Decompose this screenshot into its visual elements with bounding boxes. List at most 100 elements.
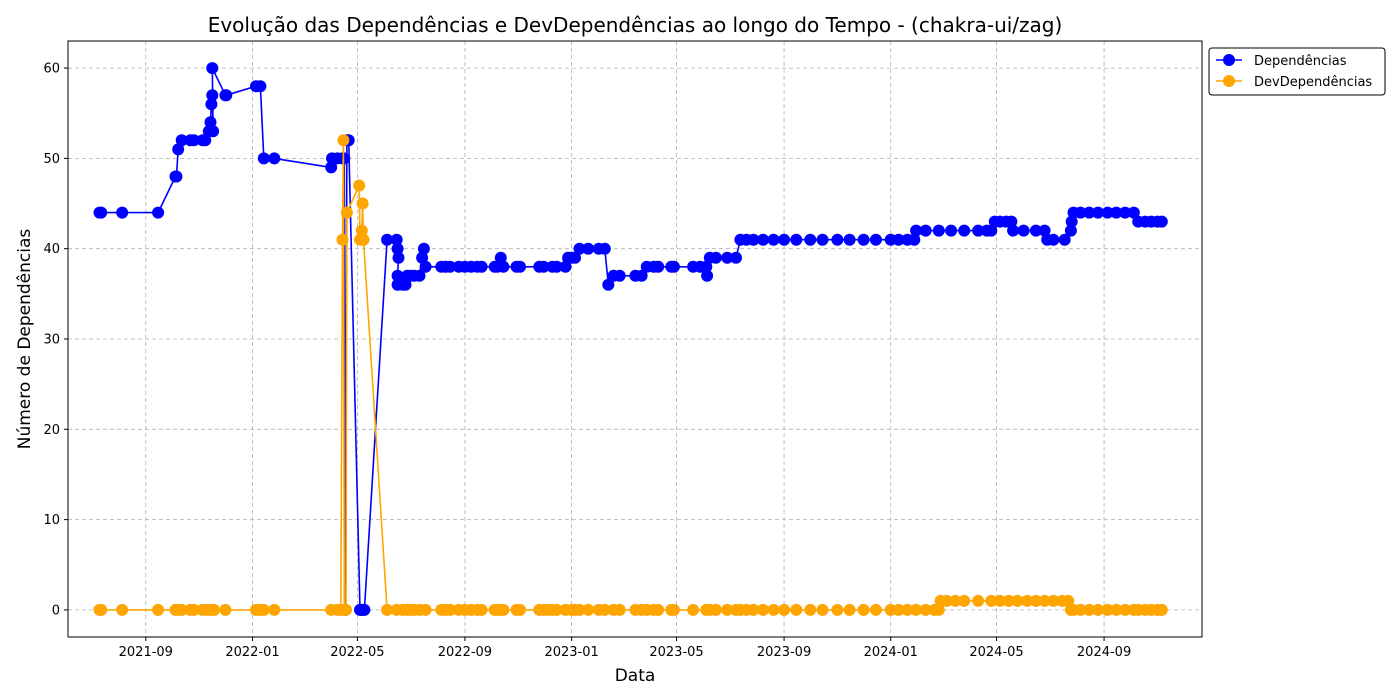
data-point-dependencias — [514, 260, 526, 273]
data-point-dependencias — [869, 233, 882, 246]
data-point-dependencias — [569, 251, 582, 264]
data-point-devdependencias — [613, 603, 626, 616]
data-point-dependencias — [1029, 224, 1042, 237]
data-point-dependencias — [550, 260, 563, 273]
data-point-dependencias — [399, 278, 412, 291]
data-point-dependencias — [1110, 206, 1123, 219]
series-dependencias — [93, 62, 1168, 616]
data-point-devdependencias — [709, 603, 722, 616]
data-point-devdependencias — [582, 603, 595, 616]
data-point-dependencias — [417, 242, 430, 255]
data-point-dependencias — [767, 233, 780, 246]
data-point-devdependencias — [747, 603, 760, 616]
data-point-dependencias — [843, 233, 856, 246]
data-point-dependencias — [413, 269, 426, 282]
data-point-dependencias — [559, 260, 572, 273]
data-point-dependencias — [444, 260, 457, 273]
data-point-dependencias — [419, 260, 432, 273]
data-point-devdependencias — [901, 603, 914, 616]
data-point-devdependencias — [721, 603, 734, 616]
data-point-devdependencias — [767, 603, 780, 616]
data-point-dependencias — [1007, 224, 1020, 237]
legend-label-dependencias: Dependências — [1254, 54, 1347, 69]
data-point-devdependencias — [598, 603, 611, 616]
data-point-devdependencias — [949, 594, 962, 607]
data-point-dependencias — [199, 134, 212, 147]
series-layer — [93, 62, 1168, 616]
data-point-devdependencias — [667, 603, 680, 616]
data-point-dependencias — [804, 233, 817, 246]
data-point-devdependencias — [1119, 603, 1132, 616]
data-point-dependencias — [1092, 206, 1104, 219]
data-point-devdependencias — [857, 603, 870, 616]
data-point-dependencias — [358, 603, 371, 616]
data-point-dependencias — [152, 206, 165, 219]
x-tick-label: 2022-05 — [330, 645, 384, 660]
data-point-dependencias — [1101, 206, 1114, 219]
y-tick-label: 60 — [43, 62, 60, 77]
data-point-dependencias — [1038, 224, 1051, 237]
data-point-dependencias — [1155, 215, 1168, 228]
x-axis-label: Data — [615, 666, 656, 686]
data-point-dependencias — [573, 242, 586, 255]
data-point-devdependencias — [152, 603, 165, 616]
data-point-dependencias — [206, 89, 219, 102]
data-point-dependencias — [254, 80, 267, 93]
data-point-dependencias — [1005, 215, 1018, 228]
data-point-devdependencias — [1038, 594, 1051, 607]
x-tick-label: 2024-09 — [1077, 645, 1131, 660]
data-point-dependencias — [1017, 224, 1030, 237]
data-point-dependencias — [598, 242, 611, 255]
data-point-dependencias — [207, 125, 220, 138]
x-tick-label: 2023-05 — [649, 645, 703, 660]
y-axis-label: Número de Dependências — [15, 229, 35, 450]
data-point-dependencias — [721, 251, 734, 264]
data-point-devdependencias — [1047, 594, 1060, 607]
data-point-dependencias — [908, 233, 921, 246]
data-point-dependencias — [709, 251, 722, 264]
data-point-devdependencias — [208, 603, 220, 616]
y-tick-label: 50 — [43, 152, 60, 167]
data-point-devdependencias — [1155, 603, 1168, 616]
data-point-dependencias — [1047, 233, 1060, 246]
data-point-dependencias — [919, 224, 932, 237]
data-point-dependencias — [701, 269, 714, 282]
data-point-dependencias — [537, 260, 550, 273]
x-tick-label: 2023-09 — [757, 645, 811, 660]
data-point-dependencias — [582, 242, 595, 255]
data-point-dependencias — [497, 260, 510, 273]
legend: Dependências DevDependências — [1208, 47, 1386, 96]
data-point-dependencias — [958, 224, 971, 237]
data-point-dependencias — [747, 233, 760, 246]
data-point-devdependencias — [355, 224, 368, 237]
data-point-dependencias — [910, 224, 923, 237]
data-point-dependencias — [778, 233, 791, 246]
data-point-devdependencias — [687, 603, 700, 616]
data-point-dependencias — [1083, 206, 1096, 219]
data-point-devdependencias — [831, 603, 844, 616]
legend-marker-dependencias — [1223, 54, 1235, 66]
data-point-dependencias — [381, 233, 394, 246]
y-tick-label: 40 — [43, 242, 60, 257]
data-point-dependencias — [494, 251, 507, 264]
data-point-devdependencias — [972, 594, 985, 607]
data-point-dependencias — [187, 134, 200, 147]
data-point-devdependencias — [1110, 603, 1123, 616]
data-point-devdependencias — [336, 233, 349, 246]
data-point-devdependencias — [337, 134, 350, 147]
y-axis: 0 10 20 30 40 50 60 — [43, 62, 68, 618]
y-tick-label: 20 — [43, 423, 60, 438]
data-point-devdependencias — [940, 594, 953, 607]
data-point-dependencias — [392, 251, 405, 264]
data-point-devdependencias — [356, 197, 369, 210]
data-point-devdependencias — [1083, 603, 1096, 616]
data-point-devdependencias — [419, 603, 432, 616]
data-point-dependencias — [1074, 206, 1087, 219]
x-tick-label: 2022-01 — [225, 645, 279, 660]
data-point-dependencias — [945, 224, 958, 237]
data-point-dependencias — [857, 233, 870, 246]
data-point-dependencias — [932, 224, 945, 237]
legend-marker-devdependencias — [1223, 75, 1235, 87]
x-tick-label: 2024-05 — [969, 645, 1023, 660]
